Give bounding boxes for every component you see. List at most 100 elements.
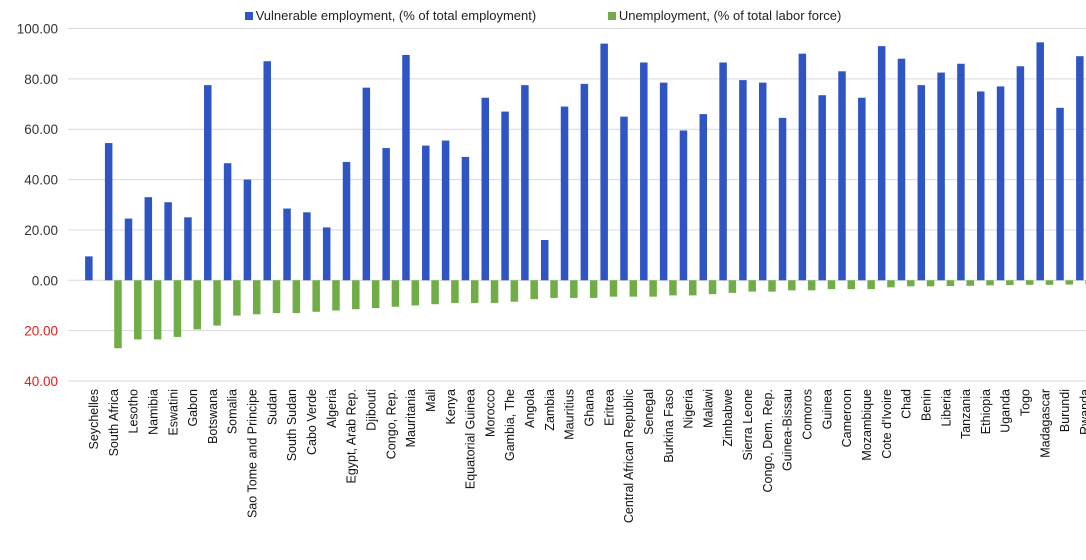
bar-unemployment bbox=[669, 280, 677, 296]
category-label: Zimbabwe bbox=[721, 389, 735, 447]
bar-vulnerable-employment bbox=[620, 116, 628, 281]
category-label: Mauritius bbox=[563, 389, 577, 440]
bar-unemployment bbox=[986, 280, 994, 286]
category-label: Sudan bbox=[265, 389, 279, 425]
bar-vulnerable-employment bbox=[957, 63, 965, 281]
bar-unemployment bbox=[550, 280, 558, 298]
category-label: Comoros bbox=[801, 389, 815, 440]
bar-unemployment bbox=[807, 280, 816, 291]
bar-unemployment bbox=[431, 280, 439, 305]
legend-item-unemployment: Unemployment, (% of total labor force) bbox=[607, 8, 842, 23]
category-label: Egypt, Arab Rep. bbox=[345, 389, 359, 484]
y-tick-label: 20.00 bbox=[24, 324, 58, 339]
bar-vulnerable-employment bbox=[422, 145, 430, 281]
bar-unemployment bbox=[530, 280, 538, 300]
bar-vulnerable-employment bbox=[560, 106, 569, 281]
category-label: Gambia, The bbox=[503, 389, 517, 461]
bar-unemployment bbox=[827, 280, 836, 290]
legend-item-vulnerable-employment: Vulnerable employment, (% of total emplo… bbox=[244, 8, 537, 23]
category-label: Ghana bbox=[583, 389, 597, 427]
y-tick-label: 80.00 bbox=[24, 72, 58, 87]
category-label: Senegal bbox=[642, 389, 656, 435]
bar-unemployment bbox=[649, 280, 657, 297]
legend-swatch-green bbox=[607, 12, 616, 20]
bar-unemployment bbox=[867, 280, 875, 290]
bar-unemployment bbox=[847, 280, 856, 290]
bar-vulnerable-employment bbox=[580, 83, 589, 281]
category-label: Seychelles bbox=[87, 389, 101, 449]
category-label: Cote d'Ivoire bbox=[880, 389, 894, 459]
category-label: Cabo Verde bbox=[305, 389, 319, 455]
bar-unemployment bbox=[292, 280, 301, 314]
category-label: Guinea bbox=[820, 389, 834, 429]
bar-unemployment bbox=[510, 280, 519, 302]
y-tick-label: 40.00 bbox=[24, 173, 58, 188]
bar-vulnerable-employment bbox=[263, 61, 271, 281]
category-label: Madagascar bbox=[1038, 389, 1052, 458]
bar-unemployment bbox=[689, 280, 697, 296]
category-label: Angola bbox=[523, 389, 537, 428]
bar-unemployment bbox=[134, 280, 142, 340]
category-label: Lesotho bbox=[127, 389, 141, 434]
bar-vulnerable-employment bbox=[223, 163, 232, 281]
bar-vulnerable-employment bbox=[798, 53, 807, 281]
category-label: Cameroon bbox=[840, 389, 854, 447]
bar-unemployment bbox=[1045, 280, 1054, 285]
bar-unemployment bbox=[173, 280, 182, 337]
bar-vulnerable-employment bbox=[719, 62, 727, 281]
category-label: South Sudan bbox=[285, 389, 299, 461]
bar-vulnerable-employment bbox=[243, 179, 252, 281]
y-tick-label: 60.00 bbox=[24, 122, 58, 137]
bar-vulnerable-employment bbox=[858, 97, 866, 281]
bar-vulnerable-employment bbox=[739, 80, 747, 281]
bar-unemployment bbox=[907, 280, 915, 287]
category-label: Kenya bbox=[444, 389, 458, 424]
legend-label-unemployment: Unemployment, (% of total labor force) bbox=[618, 8, 842, 23]
bar-vulnerable-employment bbox=[1036, 42, 1044, 281]
bar-unemployment bbox=[748, 280, 756, 292]
bar-unemployment bbox=[1065, 280, 1074, 285]
y-tick-label: 20.00 bbox=[24, 223, 58, 238]
category-label: Mali bbox=[424, 389, 438, 412]
category-label: Benin bbox=[919, 389, 933, 421]
category-label: Guinea-Bissau bbox=[781, 389, 795, 471]
bar-unemployment bbox=[589, 280, 598, 298]
y-tick-label: 40.00 bbox=[24, 374, 58, 389]
bar-vulnerable-employment bbox=[144, 197, 153, 281]
bar-vulnerable-employment bbox=[897, 58, 906, 281]
bar-vulnerable-employment bbox=[1056, 107, 1064, 281]
bar-unemployment bbox=[153, 280, 162, 340]
bar-vulnerable-employment bbox=[996, 86, 1005, 281]
bar-unemployment bbox=[728, 280, 737, 293]
category-label: Sierra Leone bbox=[741, 389, 755, 461]
category-label: Sao Tome and Principe bbox=[246, 389, 260, 518]
bar-vulnerable-employment bbox=[441, 140, 450, 281]
bar-vulnerable-employment bbox=[679, 130, 688, 281]
bar-unemployment bbox=[352, 280, 360, 310]
bar-unemployment bbox=[233, 280, 241, 316]
bar-vulnerable-employment bbox=[481, 97, 489, 281]
y-tick-label: 100.00 bbox=[17, 22, 58, 37]
bar-vulnerable-employment bbox=[204, 85, 212, 281]
category-label: Togo bbox=[1019, 389, 1033, 416]
category-label: Algeria bbox=[325, 389, 339, 428]
bar-vulnerable-employment bbox=[322, 227, 331, 281]
bar-unemployment bbox=[946, 280, 955, 287]
bar-vulnerable-employment bbox=[342, 161, 351, 281]
bar-unemployment bbox=[768, 280, 776, 292]
bar-unemployment bbox=[1025, 280, 1034, 285]
category-label: Djibouti bbox=[364, 389, 378, 431]
category-label: Mozambique bbox=[860, 389, 874, 461]
bar-vulnerable-employment bbox=[124, 218, 133, 281]
bar-vulnerable-employment bbox=[501, 111, 509, 281]
bar-vulnerable-employment bbox=[164, 202, 172, 281]
bar-vulnerable-employment bbox=[877, 46, 886, 281]
legend-label-vulnerable-employment: Vulnerable employment, (% of total emplo… bbox=[255, 8, 537, 23]
bar-vulnerable-employment bbox=[937, 72, 945, 281]
category-label: Burkina Faso bbox=[662, 389, 676, 463]
bar-unemployment bbox=[788, 280, 796, 291]
category-label: Mauritania bbox=[404, 389, 418, 447]
bar-unemployment bbox=[490, 280, 499, 303]
category-label: Eswatini bbox=[166, 389, 180, 436]
